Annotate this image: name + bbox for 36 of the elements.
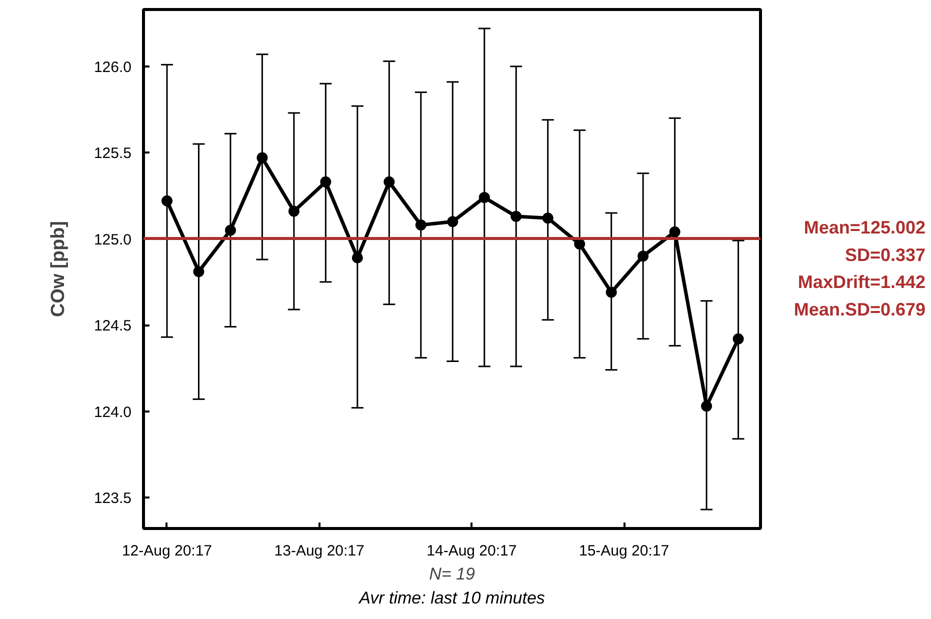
ref-line-label: Mean=125.002 [804, 217, 926, 238]
point [384, 176, 395, 188]
point [701, 400, 712, 412]
x-tick-label: 15-Aug 20:17 [578, 542, 670, 560]
text: Avr time: last 10 minutes [358, 588, 546, 608]
point [320, 176, 332, 188]
y-tick-label: 124.0 [94, 404, 132, 421]
point [415, 220, 426, 231]
point [669, 226, 680, 238]
point [256, 152, 268, 164]
point [510, 210, 522, 222]
text: MaxDrift=1.442 [798, 272, 926, 292]
point [193, 266, 204, 278]
x-tick-label: 12-Aug 20:17 [122, 542, 212, 560]
y-tick-label: 123.5 [94, 490, 132, 507]
x-tick-label: 14-Aug 20:17 [426, 542, 517, 560]
y-axis-title: COw [ppb] [48, 220, 69, 318]
point [638, 250, 649, 262]
y-tick-label: 125.0 [94, 231, 132, 248]
y-tick-label: 124.5 [94, 318, 132, 335]
text: Mean.SD=0.679 [794, 299, 926, 320]
point [732, 333, 744, 344]
x-axis-title: N= 19 [429, 564, 476, 584]
point [606, 286, 617, 298]
point [352, 252, 363, 264]
point [574, 238, 586, 250]
y-tick-label: 126.0 [94, 58, 132, 76]
point [224, 224, 236, 236]
point [542, 212, 554, 224]
point [161, 195, 172, 206]
x-tick-label: 13-Aug 20:17 [274, 542, 364, 560]
text: SD=0.337 [844, 244, 926, 265]
point [288, 206, 300, 217]
point [478, 192, 490, 203]
point [447, 216, 458, 228]
y-tick-label: 125.5 [94, 145, 132, 162]
